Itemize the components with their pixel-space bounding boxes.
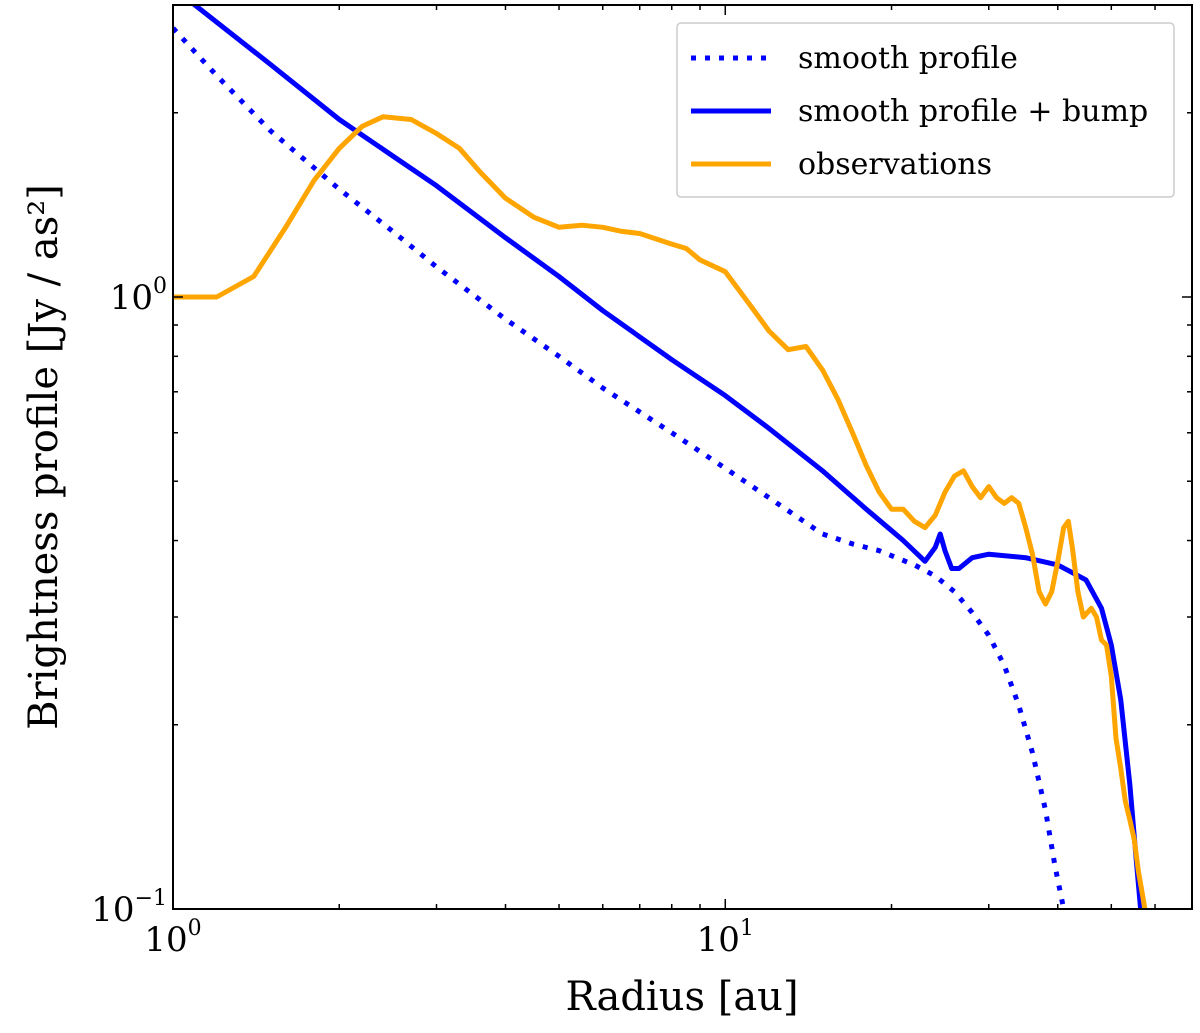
series-line-2	[173, 114, 1148, 909]
x-tick-label: 101	[697, 916, 754, 960]
series-line-1	[190, 5, 1144, 909]
legend-label-0: smooth profile	[798, 41, 1018, 76]
legend-label-1: smooth profile + bump	[798, 94, 1148, 129]
legend: smooth profile smooth profile + bump obser…	[676, 22, 1175, 198]
x-axis-label: Radius [au]	[565, 974, 798, 1020]
y-axis-label: Brightness profile [Jy / as²]	[21, 184, 67, 730]
series-line-0	[173, 26, 1067, 909]
legend-label-2: observations	[798, 147, 992, 182]
y-tick-label: 100	[110, 274, 167, 318]
y-tick-label: 10−1	[91, 886, 167, 930]
x-tick-label: 100	[144, 916, 201, 960]
legend-box	[676, 22, 1175, 198]
series-layer	[173, 5, 1148, 909]
plot-frame	[172, 4, 1193, 910]
